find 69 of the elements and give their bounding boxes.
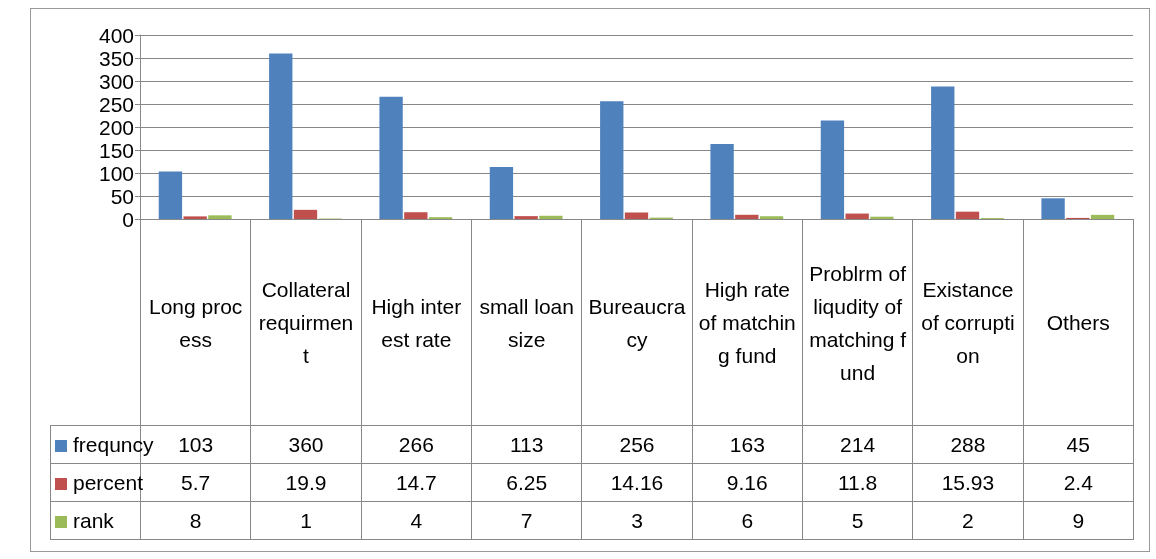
legend-label: rank bbox=[50, 501, 141, 540]
data-label: 214 bbox=[802, 425, 913, 464]
x-tick-label: Long process bbox=[140, 219, 251, 426]
bar bbox=[955, 211, 980, 219]
data-label: 113 bbox=[471, 425, 582, 464]
data-label: 2.4 bbox=[1023, 463, 1134, 502]
bar bbox=[379, 96, 403, 219]
data-label: 14.7 bbox=[361, 463, 472, 502]
data-label: 1 bbox=[250, 501, 362, 540]
y-tick-label: 150 bbox=[98, 138, 134, 162]
x-tick-label: High rate of matching fund bbox=[692, 219, 803, 426]
data-label: 2 bbox=[912, 501, 1024, 540]
bar bbox=[489, 167, 514, 219]
x-tick-label: Existance of corruption bbox=[912, 219, 1024, 426]
data-label: 5.7 bbox=[181, 470, 211, 494]
data-label: 288 bbox=[912, 425, 1024, 464]
data-label: 6.25 bbox=[471, 463, 582, 502]
bar bbox=[1090, 214, 1115, 219]
data-label: 19.9 bbox=[250, 463, 362, 502]
data-label: 3 bbox=[581, 501, 693, 540]
bar bbox=[759, 216, 784, 219]
legend-label: percent bbox=[50, 463, 144, 502]
y-tick-label: 100 bbox=[98, 161, 134, 185]
bar bbox=[183, 216, 207, 219]
bar bbox=[710, 144, 734, 219]
x-tick-label: Others bbox=[1023, 219, 1134, 426]
bar bbox=[269, 53, 293, 219]
bar bbox=[845, 213, 869, 219]
bar bbox=[600, 101, 624, 219]
y-tick-label: 0 bbox=[122, 207, 134, 231]
data-label: 45 bbox=[1023, 425, 1134, 464]
legend-label: frequncy bbox=[72, 431, 154, 458]
bar bbox=[404, 212, 428, 219]
data-label: 9 bbox=[1023, 501, 1134, 540]
data-label: 9.16 bbox=[692, 463, 803, 502]
x-tick-label: small loan size bbox=[471, 219, 582, 426]
data-label: 14.16 bbox=[581, 463, 693, 502]
x-tick-label: Problrm of liqudity of matching fund bbox=[802, 219, 913, 426]
data-label: 360 bbox=[250, 425, 362, 464]
bar bbox=[514, 216, 538, 219]
bar bbox=[931, 86, 955, 219]
data-label: 5 bbox=[802, 501, 913, 540]
y-tick-label: 250 bbox=[98, 92, 134, 116]
bar bbox=[1041, 198, 1065, 219]
data-label: 11.8 bbox=[802, 463, 913, 502]
y-tick-label: 50 bbox=[110, 184, 134, 208]
data-label: 103 bbox=[178, 432, 214, 456]
y-tick-label: 350 bbox=[98, 46, 134, 70]
bar bbox=[293, 209, 318, 219]
bar bbox=[820, 120, 845, 219]
y-tick-label: 300 bbox=[98, 69, 134, 93]
bar bbox=[158, 171, 183, 219]
data-label: 6 bbox=[692, 501, 803, 540]
data-label: 163 bbox=[692, 425, 803, 464]
data-label: 256 bbox=[581, 425, 693, 464]
bar bbox=[624, 212, 649, 219]
data-label: 8 bbox=[140, 501, 251, 540]
bar bbox=[735, 214, 759, 219]
y-tick-label: 200 bbox=[98, 115, 134, 139]
x-tick-label: Collateral requirment bbox=[250, 219, 362, 426]
data-label: 4 bbox=[361, 501, 472, 540]
x-tick-label: Bureaucracy bbox=[581, 219, 693, 426]
bar bbox=[208, 215, 232, 219]
data-label: 266 bbox=[361, 425, 472, 464]
y-tick-label: 400 bbox=[98, 23, 134, 47]
data-label: 7 bbox=[471, 501, 582, 540]
x-tick-label: High interest rate bbox=[361, 219, 472, 426]
bar bbox=[539, 215, 563, 219]
data-label: 15.93 bbox=[912, 463, 1024, 502]
